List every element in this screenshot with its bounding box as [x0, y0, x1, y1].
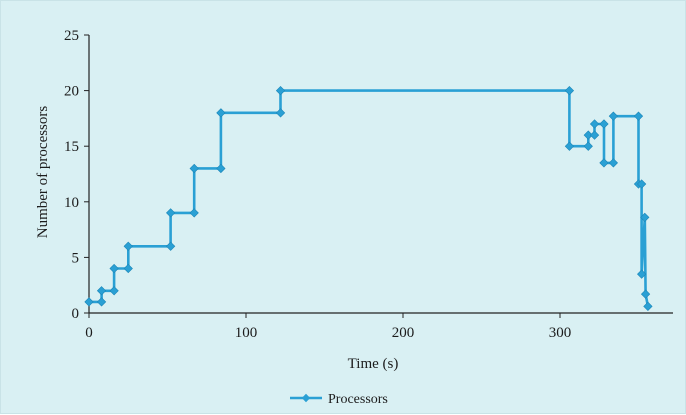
data-point-marker — [583, 130, 593, 140]
x-axis-title: Time (s) — [348, 356, 399, 372]
data-point-marker — [189, 163, 199, 174]
data-point-marker — [275, 85, 286, 96]
data-point-marker — [599, 119, 609, 129]
data-point-marker — [109, 263, 119, 274]
data-point-marker — [109, 286, 119, 296]
y-axis-title: Number of processors — [35, 106, 51, 239]
y-tick-label: 0 — [72, 306, 80, 322]
y-tick-label: 5 — [72, 250, 80, 266]
data-point-marker — [640, 289, 651, 299]
x-tick-label: 200 — [392, 325, 415, 341]
legend-label-processors: Processors — [328, 392, 388, 407]
data-point-marker — [123, 263, 133, 274]
y-tick-label: 20 — [64, 84, 79, 100]
series-line-processors — [89, 89, 650, 307]
data-point-marker — [640, 212, 650, 222]
data-point-marker — [275, 108, 286, 118]
data-point-marker — [166, 208, 176, 218]
data-point-marker — [583, 141, 593, 151]
ticks: 0 5 10 15 20 25 0 100 200 300 — [64, 28, 571, 341]
data-point-marker — [608, 111, 619, 121]
data-point-marker — [96, 297, 107, 307]
y-tick-label: 10 — [64, 195, 79, 211]
axes — [88, 35, 673, 314]
series-group — [84, 85, 653, 311]
data-point-marker — [564, 85, 575, 96]
data-point-marker — [84, 297, 94, 307]
legend: Processors — [290, 392, 388, 407]
data-point-marker — [189, 208, 199, 218]
data-point-marker — [637, 269, 647, 279]
y-tick-label: 15 — [64, 139, 79, 155]
data-point-marker — [589, 130, 600, 140]
data-point-marker — [166, 241, 176, 251]
data-point-marker — [599, 158, 609, 168]
x-tick-label: 100 — [235, 325, 258, 341]
data-point-marker — [564, 141, 575, 151]
y-tick-label: 25 — [64, 28, 79, 44]
x-tick-label: 300 — [549, 325, 572, 341]
data-point-marker — [633, 111, 644, 121]
x-tick-label: 0 — [85, 325, 93, 341]
data-point-marker — [637, 179, 647, 189]
data-point-marker — [608, 158, 619, 168]
data-point-marker — [643, 301, 653, 311]
data-point-marker — [123, 241, 133, 251]
data-point-marker — [589, 119, 600, 129]
data-point-marker — [216, 163, 226, 174]
data-point-marker — [216, 108, 226, 118]
data-point-marker — [96, 286, 107, 296]
legend-marker — [301, 393, 311, 403]
